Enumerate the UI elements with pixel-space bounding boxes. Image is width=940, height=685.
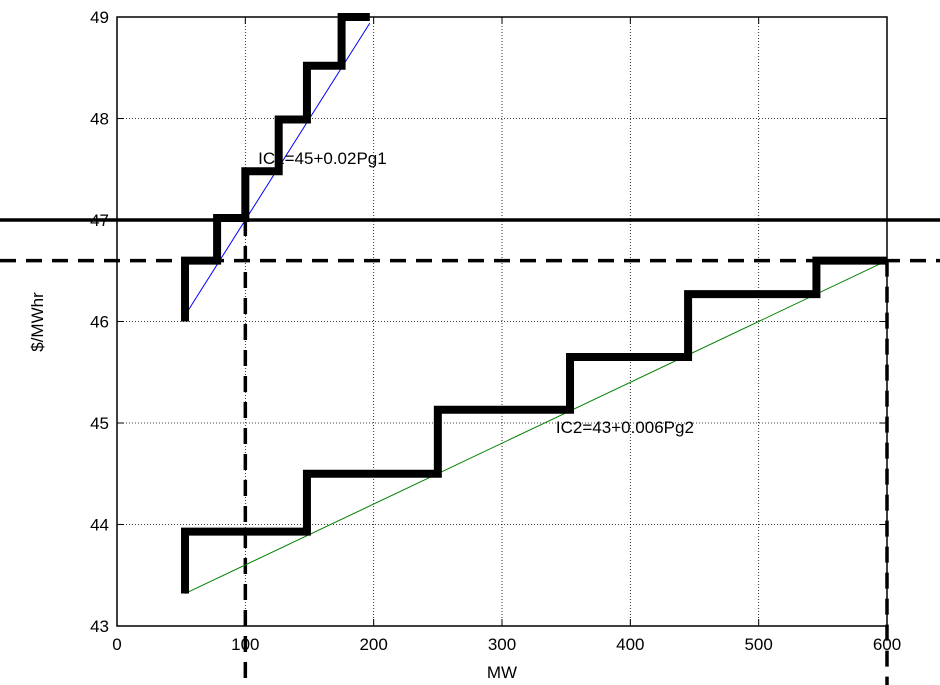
x-tick-label-2: 200 [359, 635, 387, 654]
x-tick-label-4: 400 [616, 635, 644, 654]
series-group [181, 13, 888, 594]
series-line-1 [184, 260, 888, 594]
y-tick-label-6: 49 [90, 8, 109, 27]
annotation-1: IC2=43+0.006Pg2 [556, 418, 694, 437]
tick-labels: 0 100 200 300 400 500 600 43 44 45 46 47 48 49 [90, 8, 901, 654]
x-tick-label-1: 100 [231, 635, 259, 654]
series-line-3 [181, 256, 887, 594]
y-tick-label-1: 44 [90, 516, 109, 535]
y-axis-title: $/MWhr [28, 292, 47, 352]
x-tick-label-5: 500 [744, 635, 772, 654]
x-tick-label-6: 600 [873, 635, 901, 654]
x-tick-label-0: 0 [112, 635, 121, 654]
y-tick-label-4: 47 [90, 211, 109, 230]
series-line-2 [181, 13, 370, 322]
annotations: IC1=45+0.02Pg1 IC2=43+0.006Pg2 [258, 149, 694, 437]
x-tick-label-3: 300 [488, 635, 516, 654]
y-tick-label-0: 43 [90, 617, 109, 636]
y-tick-label-5: 48 [90, 110, 109, 129]
x-axis-title: MW [487, 663, 517, 682]
annotation-0: IC1=45+0.02Pg1 [258, 149, 387, 168]
axis-ticks [116, 16, 888, 627]
y-tick-label-2: 45 [90, 414, 109, 433]
y-tick-label-3: 46 [90, 313, 109, 332]
grid-lines [117, 17, 887, 626]
